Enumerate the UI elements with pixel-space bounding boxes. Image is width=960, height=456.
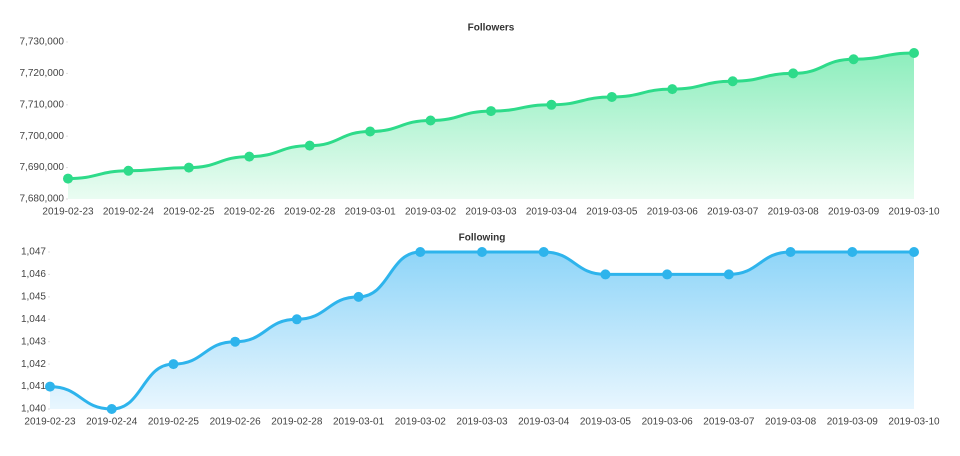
- area: [68, 52, 914, 199]
- point: [909, 47, 919, 58]
- x-tick-label: 2019-02-28: [284, 207, 336, 218]
- y-tick-label: 7,720,000: [20, 68, 65, 79]
- x-tick-label: 2019-03-07: [707, 207, 759, 218]
- x-tick-label: 2019-02-23: [24, 417, 76, 428]
- point: [415, 247, 426, 257]
- x-tick-label: 2019-03-07: [703, 417, 755, 428]
- y-tick-label: 1,040: [21, 404, 46, 415]
- x-tick-label: 2019-03-01: [345, 207, 397, 218]
- y-tick-label: 7,680,000: [20, 194, 65, 205]
- x-tick-label: 2019-03-03: [465, 207, 517, 218]
- point: [847, 247, 858, 257]
- y-tick-label: 1,041: [21, 381, 46, 392]
- x-tick-label: 2019-02-25: [163, 207, 215, 218]
- point: [304, 140, 315, 151]
- point: [425, 115, 436, 126]
- point: [244, 151, 255, 162]
- point: [477, 247, 487, 257]
- x-tick-label: 2019-02-24: [103, 207, 155, 218]
- y-tick-label: 7,690,000: [20, 162, 65, 173]
- point: [848, 54, 859, 65]
- x-tick-label: 2019-03-05: [586, 207, 638, 218]
- chart-title: Followers: [468, 23, 515, 34]
- point: [123, 165, 134, 176]
- point: [667, 84, 678, 95]
- point: [45, 381, 55, 392]
- point: [600, 269, 611, 280]
- y-tick-label: 1,043: [21, 336, 46, 347]
- x-tick-label: 2019-03-06: [642, 417, 694, 428]
- y-tick-label: 1,046: [21, 269, 46, 280]
- point: [106, 404, 117, 414]
- x-tick-label: 2019-03-10: [888, 207, 940, 218]
- point: [723, 269, 734, 280]
- x-tick-label: 2019-03-02: [405, 207, 457, 218]
- x-tick-label: 2019-02-24: [86, 417, 138, 428]
- x-tick-label: 2019-03-02: [395, 417, 447, 428]
- point: [606, 91, 617, 102]
- point: [365, 126, 376, 137]
- x-tick-label: 2019-03-03: [456, 417, 508, 428]
- point: [538, 247, 549, 257]
- x-tick-label: 2019-03-01: [333, 417, 385, 428]
- y-tick-label: 7,710,000: [20, 99, 65, 110]
- x-tick-label: 2019-02-23: [42, 207, 94, 218]
- y-tick-label: 7,730,000: [20, 37, 65, 48]
- point: [727, 76, 738, 87]
- point: [183, 162, 194, 173]
- area: [50, 252, 914, 409]
- point: [291, 314, 302, 325]
- x-tick-label: 2019-02-26: [224, 207, 276, 218]
- x-tick-label: 2019-03-09: [827, 417, 879, 428]
- x-tick-label: 2019-02-25: [148, 417, 200, 428]
- y-tick-label: 1,042: [21, 359, 46, 370]
- point: [230, 336, 241, 347]
- x-tick-label: 2019-02-28: [271, 417, 323, 428]
- x-tick-label: 2019-03-09: [828, 207, 880, 218]
- point: [353, 291, 364, 302]
- point: [785, 247, 796, 257]
- x-tick-label: 2019-02-26: [210, 417, 262, 428]
- point: [909, 247, 919, 257]
- y-tick-label: 7,700,000: [20, 131, 65, 142]
- y-tick-label: 1,044: [21, 314, 46, 325]
- y-tick-label: 1,045: [21, 291, 46, 302]
- point: [788, 68, 799, 79]
- point: [486, 106, 496, 117]
- x-tick-label: 2019-03-04: [526, 207, 578, 218]
- x-tick-label: 2019-03-05: [580, 417, 632, 428]
- point: [63, 173, 73, 184]
- point: [168, 359, 179, 370]
- y-tick-label: 1,047: [21, 247, 46, 258]
- chart-title: Following: [459, 233, 506, 244]
- x-tick-label: 2019-03-04: [518, 417, 570, 428]
- x-tick-label: 2019-03-08: [765, 417, 817, 428]
- point: [546, 99, 557, 110]
- point: [662, 269, 673, 280]
- x-tick-label: 2019-03-10: [888, 417, 940, 428]
- x-tick-label: 2019-03-08: [768, 207, 820, 218]
- x-tick-label: 2019-03-06: [647, 207, 699, 218]
